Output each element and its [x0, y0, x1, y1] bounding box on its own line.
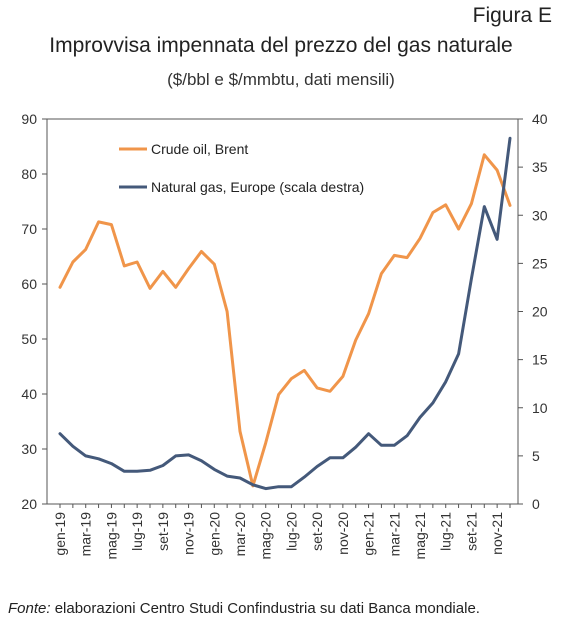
x-tick-label: gen-19 [52, 512, 68, 556]
x-tick-label: nov-20 [335, 512, 351, 555]
plot-frame [46, 118, 519, 505]
x-tick-label: mag-20 [258, 512, 274, 560]
y-left-tick-label: 50 [21, 331, 37, 347]
x-tick-label: mag-21 [412, 512, 428, 560]
y-right-tick-label: 25 [532, 255, 548, 271]
source-prefix: Fonte: [8, 600, 51, 617]
y-left-tick-label: 60 [21, 276, 37, 292]
x-tick-label: mar-19 [78, 512, 94, 557]
x-tick-label: nov-21 [489, 512, 505, 555]
axes-layer: 20 30 40 50 60 70 80 90 0 5 10 15 20 25 30 35 40 gen-19 ma… [21, 111, 547, 559]
source-text: elaborazioni Centro Studi Confindustria … [50, 600, 480, 617]
legend-layer: Crude oil, Brent Natural gas, Europe (sca… [119, 141, 364, 195]
x-tick-label: lug-19 [129, 512, 145, 551]
figure-label: Figura E [472, 4, 552, 27]
y-right-tick-label: 5 [532, 448, 540, 464]
x-tick-label: set-19 [155, 512, 171, 551]
y-left-tick-label: 30 [21, 441, 37, 457]
y-left-tick-label: 90 [21, 111, 37, 127]
legend-label: Natural gas, Europe (scala destra) [151, 179, 364, 195]
x-tick-label: lug-20 [283, 512, 299, 551]
y-right-tick-label: 35 [532, 159, 548, 175]
y-left-tick-label: 80 [21, 166, 37, 182]
x-tick-label: gen-21 [361, 512, 377, 556]
chart-title: Improvvisa impennata del prezzo del gas … [49, 34, 513, 57]
series-line-crude-oil [58, 153, 512, 488]
line-chart: 20 30 40 50 60 70 80 90 0 5 10 15 20 25 30 35 40 gen-19 ma… [21, 111, 547, 559]
x-tick-label: set-21 [463, 512, 479, 551]
x-tick-label: mar-20 [232, 512, 248, 557]
y-right-tick-label: 0 [532, 496, 540, 512]
y-right-tick-label: 20 [532, 304, 548, 320]
y-left-tick-label: 40 [21, 386, 37, 402]
y-left-tick-label: 70 [21, 221, 37, 237]
y-right-tick-label: 10 [532, 400, 548, 416]
x-tick-label: mag-19 [103, 512, 119, 560]
x-tick-label: gen-20 [206, 512, 222, 556]
lines-layer [58, 136, 512, 491]
y-left-tick-label: 20 [21, 496, 37, 512]
x-tick-label: set-20 [309, 512, 325, 551]
x-tick-label: nov-19 [181, 512, 197, 555]
x-tick-label: lug-21 [438, 512, 454, 551]
chart-subtitle: ($/bbl e $/mmbtu, dati mensili) [167, 70, 395, 89]
y-right-tick-label: 30 [532, 207, 548, 223]
source-note: Fonte: elaborazioni Centro Studi Confind… [8, 600, 480, 617]
y-right-tick-label: 40 [532, 111, 548, 127]
y-right-tick-label: 15 [532, 352, 548, 368]
x-tick-label: mar-21 [386, 512, 402, 557]
series-line-natural-gas [58, 136, 512, 491]
legend-label: Crude oil, Brent [151, 141, 248, 157]
